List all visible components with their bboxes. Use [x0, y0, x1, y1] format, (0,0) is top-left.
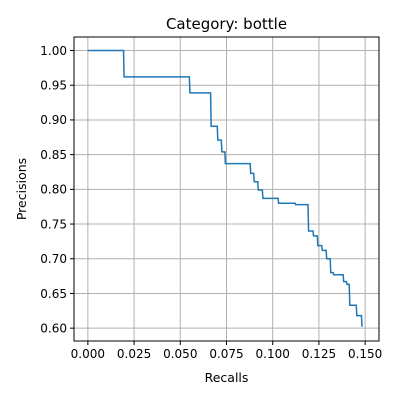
- chart-title: Category: bottle: [166, 15, 287, 33]
- x-tick-label: 0.125: [302, 347, 336, 361]
- y-tick-label: 0.80: [40, 183, 67, 197]
- y-tick-label: 1.00: [40, 44, 67, 58]
- x-tick-label: 0.050: [163, 347, 197, 361]
- y-tick-label: 0.95: [40, 79, 67, 93]
- y-tick-label: 0.65: [40, 287, 67, 301]
- x-axis-label: Recalls: [205, 370, 249, 385]
- y-tick-label: 0.85: [40, 148, 67, 162]
- x-tick-label: 0.025: [117, 347, 151, 361]
- y-tick-label: 0.75: [40, 217, 67, 231]
- x-tick-label: 0.000: [71, 347, 105, 361]
- x-tick-label: 0.100: [256, 347, 290, 361]
- y-axis-label: Precisions: [14, 158, 29, 220]
- x-tick-label: 0.150: [348, 347, 382, 361]
- x-tick-label: 0.075: [209, 347, 243, 361]
- y-tick-label: 0.70: [40, 252, 67, 266]
- y-tick-label: 0.60: [40, 321, 67, 335]
- y-tick-label: 0.90: [40, 113, 67, 127]
